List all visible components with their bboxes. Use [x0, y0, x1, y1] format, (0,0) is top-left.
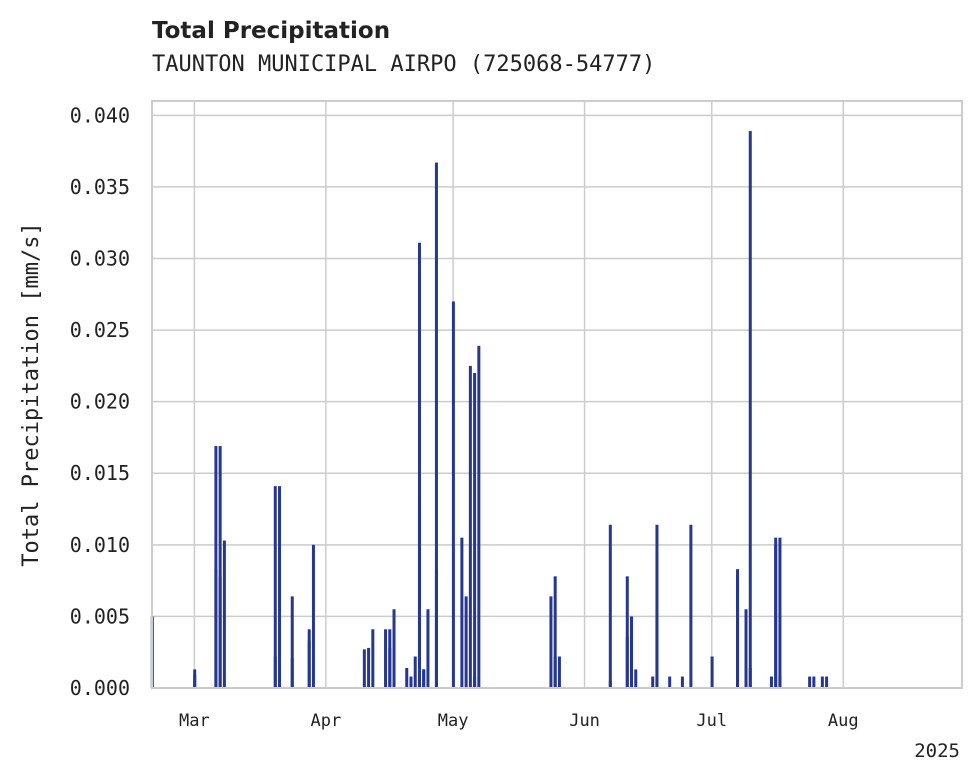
precip-bar: [311, 544, 315, 688]
precip-bar: [218, 446, 222, 688]
y-tick-label: 0.035: [70, 175, 130, 199]
precip-bar: [689, 524, 693, 688]
y-tick-label: 0.025: [70, 318, 130, 342]
precip-bar: [630, 616, 634, 688]
y-tick-label: 0.040: [70, 103, 130, 127]
precip-bar: [625, 576, 629, 688]
precip-bar: [417, 242, 421, 689]
precip-bar: [214, 446, 218, 688]
precip-bar: [655, 524, 659, 688]
x-tick-label: Apr: [311, 711, 342, 731]
precip-bar: [413, 656, 417, 688]
precip-bar: [557, 656, 561, 688]
precip-bar: [460, 537, 464, 688]
precip-bar: [651, 676, 655, 688]
x-ticks: Mar Apr May Jun Jul Aug: [179, 711, 859, 731]
precip-bar: [392, 609, 396, 688]
precip-bar: [409, 676, 413, 688]
precip-bar: [473, 373, 477, 688]
precip-bar: [422, 669, 426, 688]
x-tick-label: May: [438, 711, 469, 731]
x-tick-label: Mar: [179, 711, 210, 731]
precip-bar: [778, 537, 782, 688]
precip-bar: [417, 497, 421, 688]
precip-bar: [710, 656, 714, 688]
y-axis-label: Total Precipitation [mm/s]: [19, 222, 44, 566]
precip-bar: [307, 640, 311, 688]
plot-frame: [151, 100, 963, 689]
precip-bar: [549, 596, 553, 688]
precip-bar: [668, 676, 672, 688]
precip-bar: [273, 656, 277, 688]
precip-bar: [769, 676, 773, 688]
precip-bar: [371, 629, 375, 688]
precip-bar: [634, 669, 638, 688]
bars: [150, 131, 829, 689]
y-tick-label: 0.010: [70, 533, 130, 557]
precip-bar: [608, 680, 612, 688]
precip-bar: [778, 676, 782, 688]
precip-bar: [426, 609, 430, 688]
precip-bar: [812, 676, 816, 688]
precip-bar: [362, 649, 366, 688]
precip-bar: [825, 676, 829, 688]
precip-bar: [625, 636, 629, 688]
precip-bar: [464, 596, 468, 688]
y-tick-label: 0.030: [70, 246, 130, 270]
y-tick-label: 0.020: [70, 390, 130, 414]
x-tick-label: Jun: [569, 711, 600, 731]
precip-bar: [405, 667, 409, 688]
precip-bar: [608, 524, 612, 688]
precip-bar: [477, 345, 481, 688]
precip-bar: [744, 609, 748, 688]
precip-bar: [434, 162, 438, 688]
precip-bar: [222, 540, 226, 688]
precip-bar: [736, 576, 740, 688]
chart-title: Total Precipitation: [152, 18, 391, 44]
precip-bar: [820, 676, 824, 688]
y-tick-label: 0.015: [70, 461, 130, 485]
precip-bar: [193, 669, 197, 688]
precip-bar: [273, 486, 277, 688]
y-tick-label: 0.005: [70, 604, 130, 628]
precip-bar: [553, 576, 557, 688]
precip-bar: [290, 657, 294, 688]
x-tick-label: Jul: [696, 711, 727, 731]
precip-bar: [214, 569, 218, 688]
precip-bar: [290, 596, 294, 688]
chart-subtitle: TAUNTON MUNICIPAL AIRPO (725068-54777): [152, 52, 656, 77]
precip-bar: [388, 647, 392, 688]
grid: [152, 101, 962, 689]
y-ticks: 0.000 0.005 0.010 0.015 0.020 0.025 0.030 0.035…: [70, 103, 130, 700]
precip-bar: [748, 131, 752, 688]
x-axis-year-label: 2025: [914, 740, 960, 762]
precip-bar: [468, 365, 472, 688]
precip-bar: [384, 629, 388, 688]
precip-bar: [808, 676, 812, 688]
precip-bar: [367, 647, 371, 688]
precip-bar: [680, 676, 684, 688]
precip-bar: [774, 544, 778, 688]
precip-bar: [278, 486, 282, 688]
precip-bar: [451, 301, 455, 688]
y-tick-label: 0.000: [70, 676, 130, 700]
x-tick-label: Aug: [828, 711, 859, 731]
